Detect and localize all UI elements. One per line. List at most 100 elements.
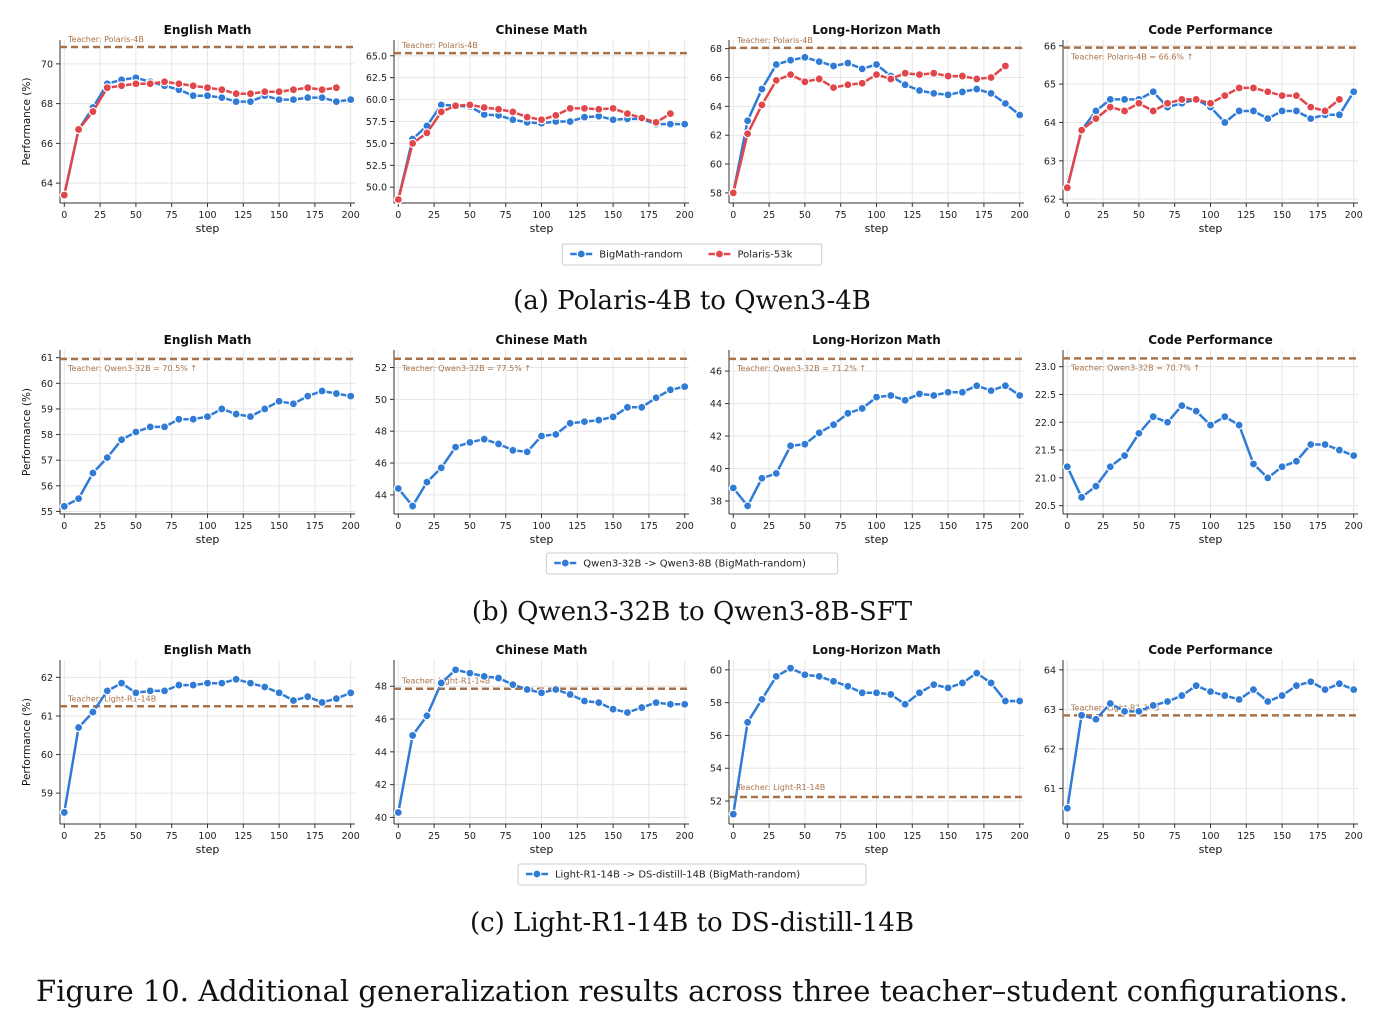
x-tick-label: 50 (1133, 210, 1145, 221)
x-axis-label: step (1199, 533, 1223, 546)
data-point (814, 671, 824, 682)
row-caption-b: (b) Qwen3-32B to Qwen3-8B-SFT (471, 597, 913, 627)
x-tick-label: 175 (1309, 521, 1327, 532)
x-tick-label: 125 (234, 210, 252, 221)
data-point (1306, 677, 1316, 687)
data-point (551, 684, 561, 695)
x-tick-label: 100 (867, 521, 885, 532)
x-tick-label: 150 (939, 831, 957, 842)
data-point (1334, 110, 1344, 120)
x-tick-label: 0 (395, 521, 401, 532)
x-tick-label: 0 (1064, 831, 1070, 842)
x-axis-label: step (530, 222, 554, 235)
data-point (1062, 803, 1072, 813)
y-tick-label: 42 (375, 780, 387, 791)
teacher-label: Teacher: Light-R1-14B (67, 694, 156, 703)
data-point (771, 75, 781, 85)
data-point (288, 695, 299, 706)
data-point (843, 408, 853, 418)
x-tick-label: 0 (1064, 521, 1070, 532)
y-tick-label: 62 (41, 673, 53, 684)
data-point (1263, 87, 1273, 97)
y-tick-label: 70 (41, 59, 53, 70)
data-point (565, 103, 575, 113)
data-point (346, 688, 356, 698)
x-tick-label: 25 (94, 521, 106, 532)
data-point (1291, 681, 1302, 691)
data-point (1291, 91, 1302, 101)
data-point (303, 391, 313, 401)
data-point (986, 72, 996, 83)
data-point (986, 385, 996, 396)
data-point (972, 74, 982, 84)
y-tick-label: 22.0 (1035, 418, 1056, 429)
data-point (1220, 690, 1230, 701)
panel-title: Code Performance (1148, 23, 1273, 37)
data-point (972, 381, 982, 391)
data-point (1105, 462, 1115, 472)
panel-0-0: 0 25 50 75 100 125 150 175 200 64 66 68 70 English Ma… (21, 23, 360, 235)
data-point (1091, 114, 1101, 124)
data-point (800, 439, 810, 449)
data-point (665, 119, 675, 129)
y-tick-label: 20.5 (1035, 501, 1056, 512)
y-tick-label: 65.0 (366, 51, 387, 62)
y-tick-label: 64 (41, 179, 53, 190)
data-point (1306, 102, 1316, 112)
data-point (1177, 690, 1187, 701)
data-point (245, 678, 256, 688)
y-tick-label: 64 (1044, 118, 1056, 129)
x-tick-label: 175 (640, 210, 658, 221)
teacher-label: Teacher: Qwen3-32B = 70.7% ↑ (1070, 363, 1200, 372)
data-point (579, 696, 590, 706)
data-point (871, 688, 882, 698)
x-tick-label: 50 (464, 521, 476, 532)
teacher-label: Teacher: Polaris-4B (401, 41, 478, 50)
legend-box (517, 863, 867, 886)
x-axis-label: step (865, 222, 889, 235)
data-point (1349, 685, 1359, 695)
data-point (565, 418, 575, 428)
data-point (1277, 690, 1287, 701)
data-point (508, 445, 518, 455)
data-point (785, 55, 796, 65)
panel-2-2: 0 25 50 75 100 125 150 175 200 52 54 56 58 60 Long-Hor… (710, 643, 1029, 856)
data-point (665, 699, 675, 709)
y-tick-label: 62 (1044, 195, 1056, 206)
teacher-label: Teacher: Polaris-4B = 66.6% ↑ (1070, 53, 1193, 62)
x-tick-label: 150 (270, 831, 288, 842)
data-point (1248, 459, 1259, 469)
y-tick-label: 46 (710, 367, 722, 378)
data-point (785, 441, 796, 451)
y-tick-label: 44 (375, 747, 387, 758)
data-point (450, 665, 461, 675)
data-point (88, 106, 98, 117)
data-point (393, 807, 403, 818)
data-point (131, 688, 141, 698)
data-point (408, 730, 418, 741)
x-tick-label: 0 (61, 521, 67, 532)
legend-1: Qwen3-32B -> Qwen3-8B (BigMath-random) (545, 552, 839, 575)
y-tick-label: 21.0 (1035, 473, 1056, 484)
data-point (74, 124, 84, 135)
x-tick-label: 100 (532, 210, 550, 221)
panel-title: Chinese Math (496, 643, 588, 657)
data-point (579, 417, 590, 427)
data-point (1334, 94, 1344, 105)
data-point (260, 682, 270, 692)
x-tick-label: 100 (198, 210, 216, 221)
y-tick-label: 48 (375, 682, 387, 693)
data-point (436, 107, 446, 117)
data-point (800, 52, 810, 62)
data-point (1234, 106, 1244, 116)
data-point (331, 83, 341, 93)
data-point (828, 61, 839, 71)
data-point (743, 501, 753, 511)
data-point (59, 190, 69, 200)
data-point (1148, 412, 1158, 422)
data-point (317, 697, 327, 708)
panel-1-3: 0 25 50 75 100 125 150 175 200 20.5 21.0 21.5 22.0 22… (1035, 333, 1363, 546)
data-point (1077, 125, 1087, 135)
data-point (1077, 710, 1087, 720)
data-point (131, 427, 141, 437)
